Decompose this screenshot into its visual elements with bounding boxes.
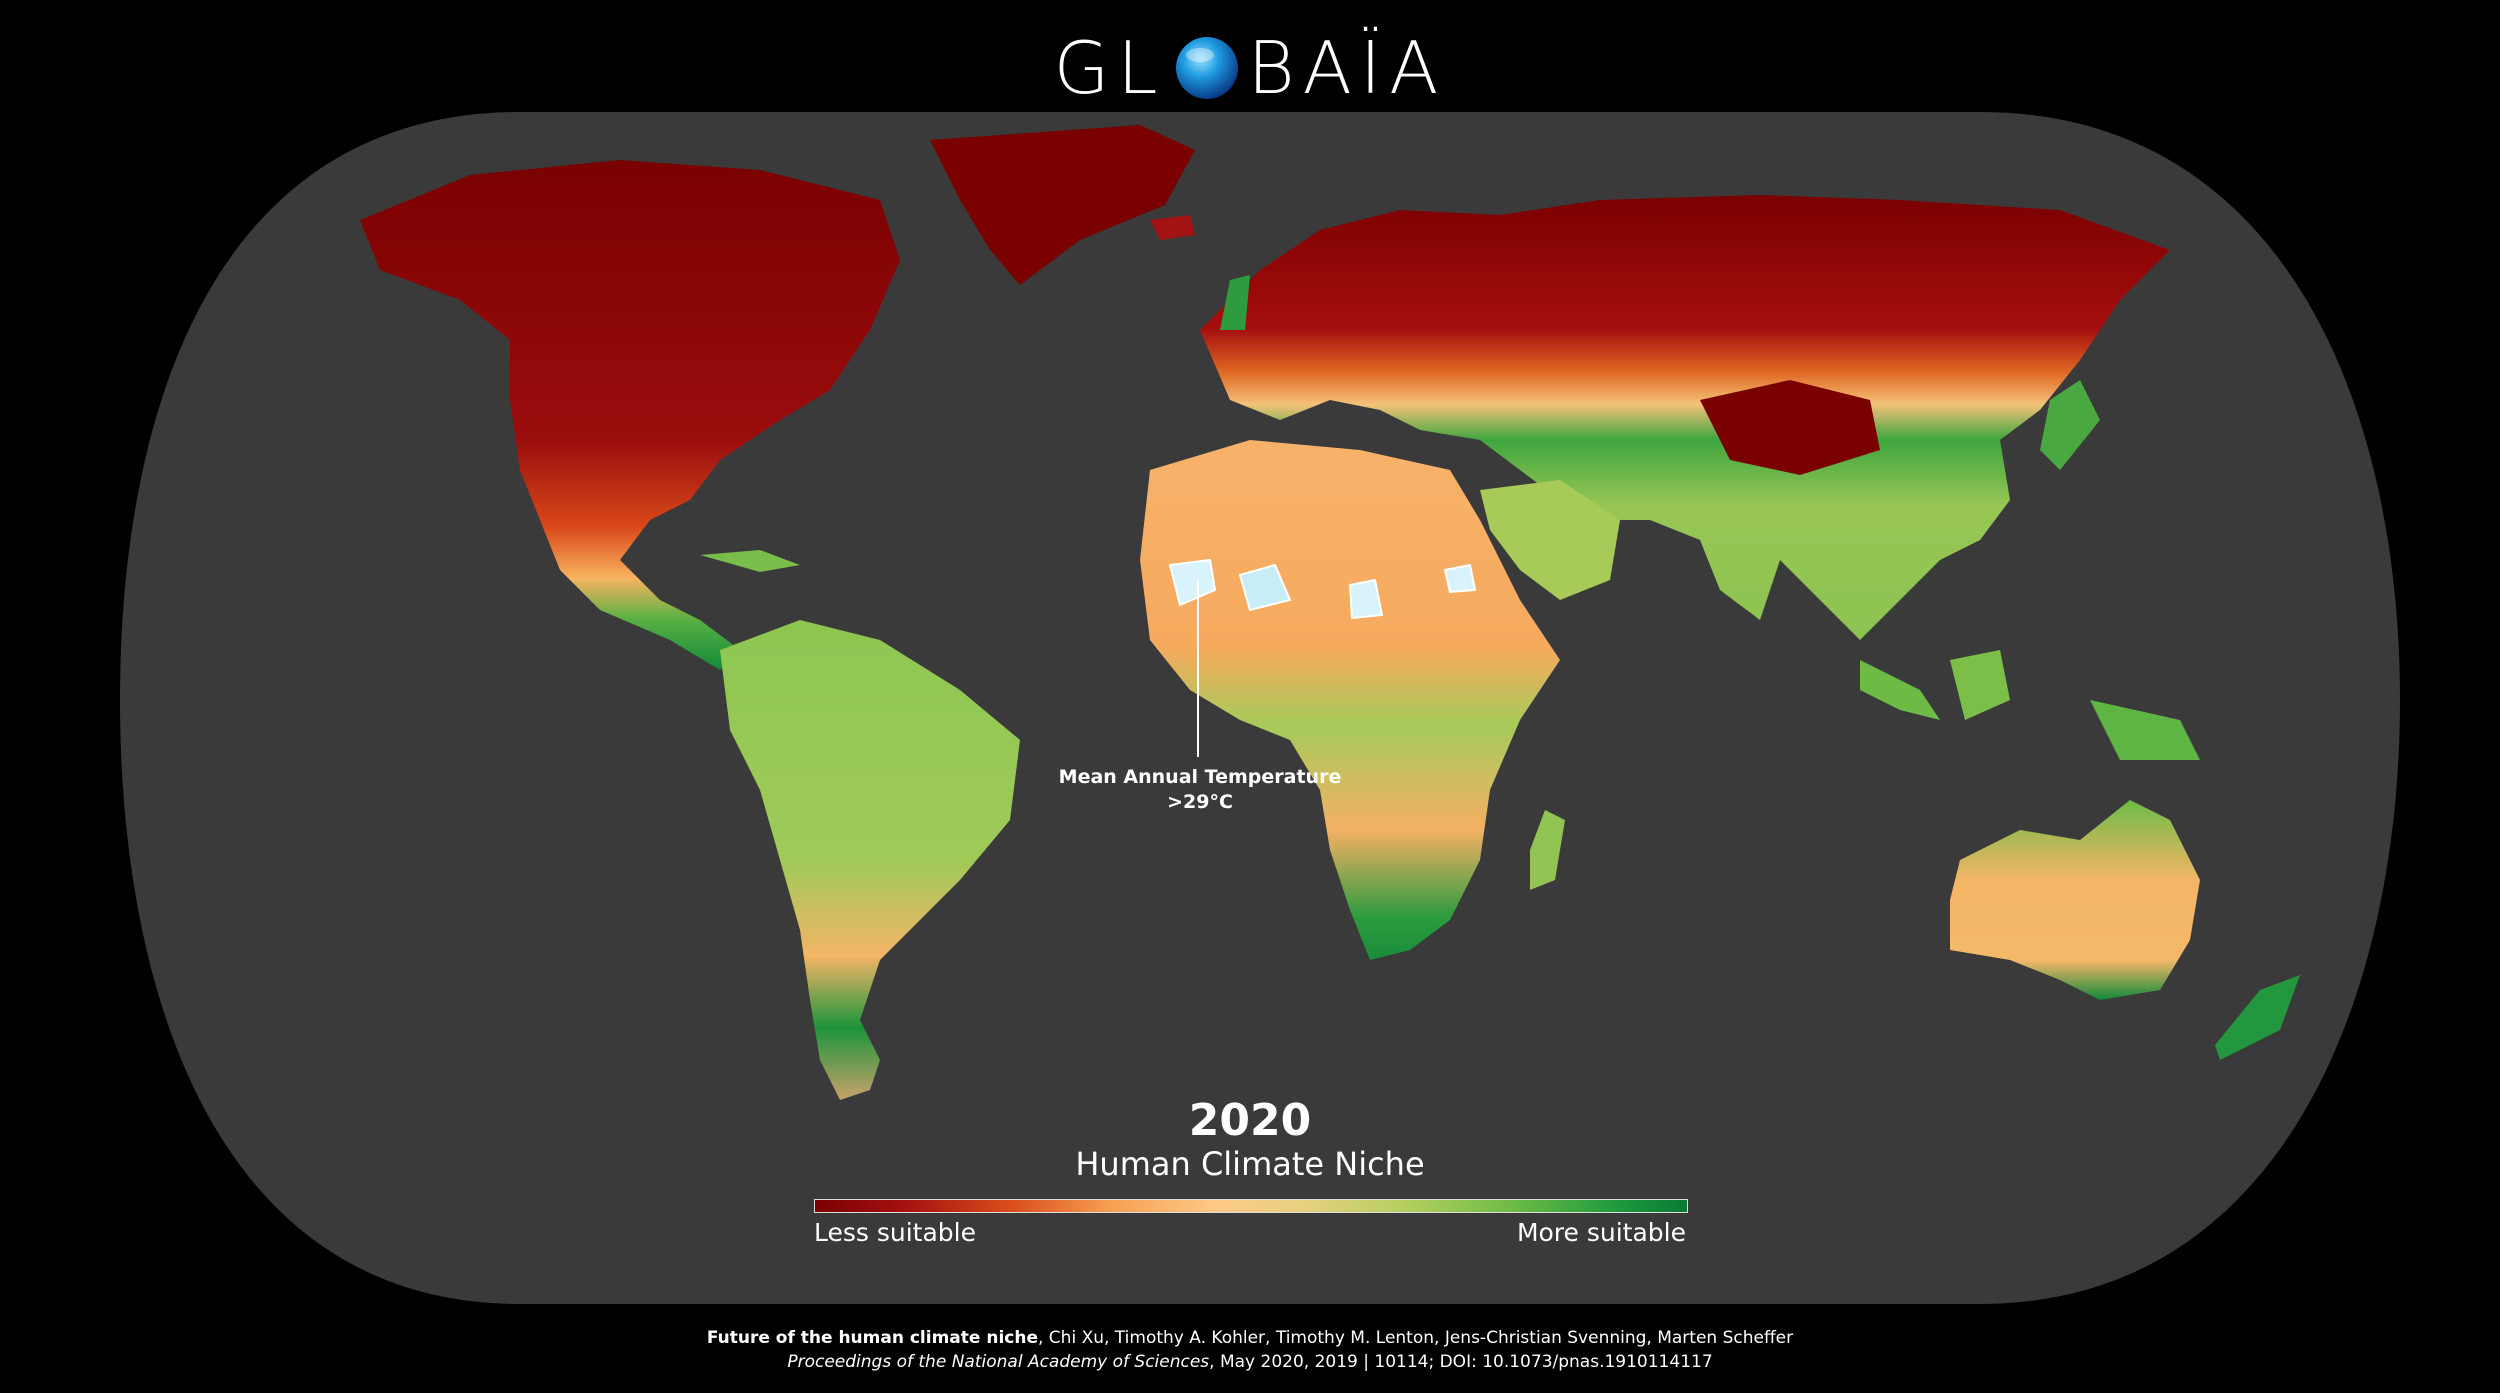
annotation-line1: Mean Annual Temperature <box>1058 766 1342 788</box>
region-tibet <box>1700 380 1880 475</box>
landmass-arabia <box>1480 480 1620 600</box>
citation-title: Future of the human climate niche <box>706 1328 1038 1348</box>
legend-color-bar <box>814 1199 1688 1213</box>
landmass-new-zealand <box>2215 975 2300 1060</box>
landmass-greenland <box>930 125 1195 285</box>
landmass-madagascar <box>1530 810 1565 890</box>
landmass-south-america <box>720 620 1020 1100</box>
citation-line2: Proceedings of the National Academy of S… <box>0 1350 2500 1374</box>
map-subtitle: Human Climate Niche <box>1075 1145 1425 1183</box>
logo-wordmark: GL BAÏA <box>1054 26 1447 110</box>
landmass-borneo <box>1950 650 2010 720</box>
logo-text-left: GL <box>1053 26 1166 110</box>
landmass-eurasia <box>1200 195 2170 640</box>
landmass-new-guinea <box>2090 700 2200 760</box>
citation-journal: Proceedings of the National Academy of S… <box>787 1352 1210 1372</box>
logo-text-right: BAÏA <box>1247 26 1447 110</box>
landmass-iceland <box>1150 215 1195 240</box>
hot-zone-4 <box>1443 563 1477 594</box>
landmass-indonesia-1 <box>1860 660 1940 720</box>
landmass-north-america <box>360 160 900 670</box>
annotation-line2: >29°C <box>1167 791 1233 813</box>
landmass-australia <box>1950 800 2200 1000</box>
hot-zone-2 <box>1238 563 1292 612</box>
landmass-cuba <box>700 550 800 572</box>
hot-zone-3 <box>1348 578 1384 620</box>
citation-details: , May 2020, 2019 | 10114; DOI: 10.1073/p… <box>1209 1352 1713 1372</box>
annotation-label: Mean Annual Temperature >29°C <box>1000 765 1400 815</box>
globe-icon <box>1175 37 1238 99</box>
year-title: 2020 <box>1188 1095 1312 1146</box>
globaia-logo: GL BAÏA <box>0 18 2500 118</box>
citation-authors: , Chi Xu, Timothy A. Kohler, Timothy M. … <box>1038 1328 1794 1348</box>
hot-zone-1 <box>1168 558 1217 607</box>
landmass-uk <box>1220 275 1250 330</box>
citation-line1: Future of the human climate niche, Chi X… <box>0 1326 2500 1350</box>
landmass-japan <box>2040 380 2100 470</box>
citation-footer: Future of the human climate niche, Chi X… <box>0 1326 2500 1374</box>
legend-less-label: Less suitable <box>814 1218 976 1247</box>
legend-more-label: More suitable <box>1516 1218 1686 1247</box>
